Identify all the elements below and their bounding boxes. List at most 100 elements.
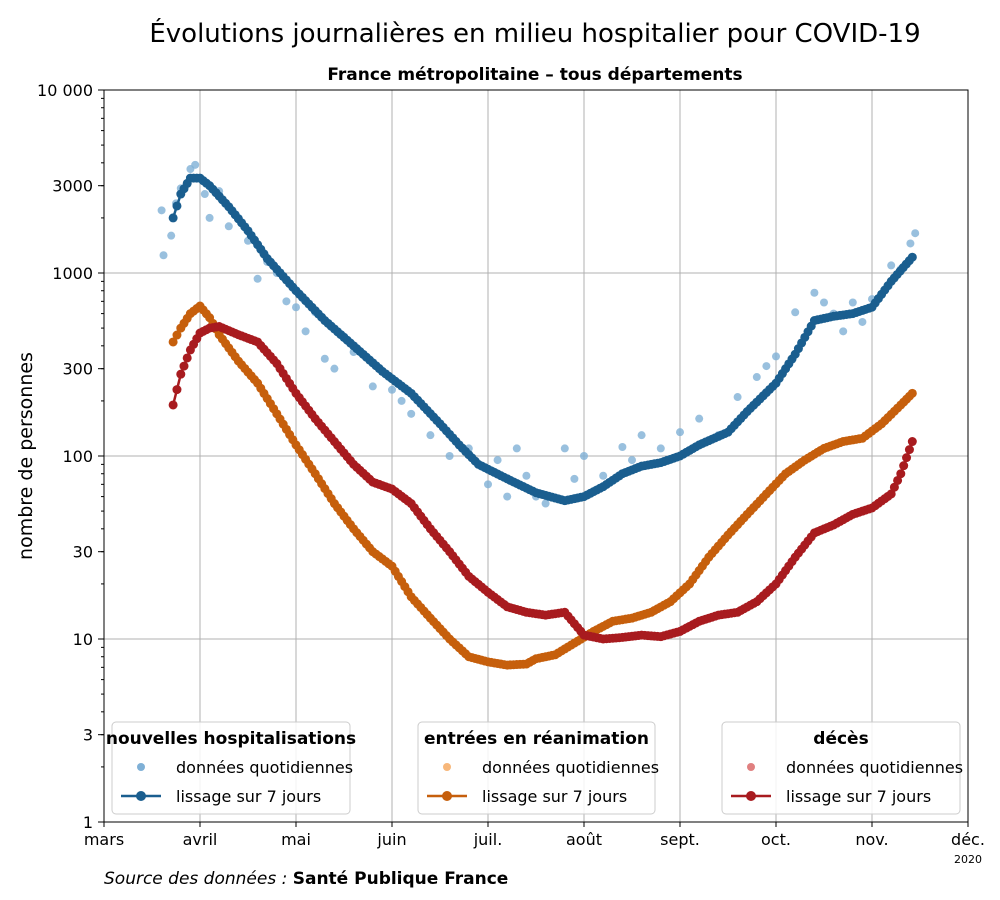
daily-dot [541,499,550,508]
legend-box [721,721,961,815]
daily-dot [157,206,166,215]
daily-dot [426,431,435,440]
x-tick-label: mai [281,830,311,849]
y-axis-label: nombre de personnes [15,352,37,560]
daily-dot [656,444,665,453]
smooth-marker [172,385,182,395]
legend-box [111,721,351,815]
legend-layer: nouvelles hospitalisations données quotid… [106,721,963,815]
smooth-marker [168,213,178,223]
daily-dot [810,288,819,297]
smooth-marker [896,469,906,479]
legend-box [417,721,656,815]
smooth-marker [907,437,917,447]
daily-dot [484,480,492,489]
legend-daily-label: données quotidiennes [176,758,353,777]
x-tick-label: avril [183,830,218,849]
y-tick-label: 1000 [52,264,93,283]
source-prefix: Source des données : [104,869,293,889]
daily-dot [906,239,915,248]
x-tick-label: juin [376,830,406,849]
daily-dot [493,456,502,465]
smooth-marker [168,337,178,347]
daily-dot [599,471,608,480]
axis-layer: mars avril mai juin juil. août sept. oct. nov. dé… [37,81,985,866]
daily-dot [580,452,588,460]
daily-dot [628,456,636,465]
source-note: Source des données : Santé Publique Fran… [104,869,508,889]
daily-dot [618,442,627,451]
daily-dot [839,327,848,336]
x-tick-label: juil. [473,830,503,849]
daily-dot [159,251,168,260]
y-tick-label: 3000 [52,177,93,196]
smooth-marker [176,369,186,379]
legend-smooth-label: lissage sur 7 jours [176,787,321,806]
daily-dot [205,213,214,222]
legend-daily-label: données quotidiennes [786,758,963,777]
daily-dot [752,373,761,382]
legend-title: nouvelles hospitalisations [106,729,356,749]
daily-dot [397,396,406,405]
daily-dot [772,352,780,361]
smooth-marker [172,201,182,211]
legend-dot-symbol [747,763,755,771]
chart-subtitle: France métropolitaine – tous département… [327,65,742,85]
smooth-marker [179,361,189,371]
daily-dot [676,428,684,437]
daily-dot [522,471,531,480]
daily-dot [368,382,377,391]
chart-title: Évolutions journalières en milieu hospit… [149,17,920,49]
daily-dots-layer [157,160,920,508]
legend-line-marker [746,791,756,801]
legend-title: entrées en réanimation [424,729,649,749]
x-year-label: 2020 [954,853,982,866]
smooth-marker [899,461,909,471]
legend-daily-label: données quotidiennes [482,758,659,777]
daily-dot [733,393,742,402]
y-tick-label: 100 [62,447,93,466]
daily-dot [388,385,396,394]
y-tick-label: 10 000 [37,81,93,100]
daily-dot [858,317,867,326]
x-tick-label: oct. [761,830,791,849]
daily-dot [695,414,704,423]
legend-dot-symbol [443,763,451,771]
smooth-marker [886,489,896,499]
y-tick-label: 1 [83,813,93,832]
daily-dot [282,297,291,306]
x-tick-label: mars [84,830,124,849]
smooth-marker [889,482,899,492]
daily-dot [570,474,579,483]
smooth-marker [904,445,914,455]
x-tick-label: août [566,830,602,849]
legend-dot-symbol [137,763,145,771]
smooth-marker [907,388,917,398]
daily-dot [167,231,176,240]
daily-dot [407,409,416,418]
smooth-marker [902,453,912,463]
daily-dot [911,229,920,238]
daily-dot [191,160,200,169]
source-name: Santé Publique France [293,869,509,889]
daily-dot [330,364,339,373]
y-tick-label: 300 [62,360,93,379]
y-tick-label: 3 [83,726,93,745]
daily-dot [292,303,300,312]
x-tick-label: nov. [855,830,888,849]
x-tick-label: déc. [951,830,985,849]
legend-title: décès [813,729,868,749]
smooth-marker [907,252,917,262]
smooth-marker [172,330,182,340]
smooth-marker [182,353,192,363]
daily-dot [301,327,310,336]
daily-dot [637,431,646,440]
legend-smooth-label: lissage sur 7 jours [786,787,931,806]
daily-dot [503,492,512,501]
legend-line-marker [136,791,146,801]
daily-dot [820,298,828,307]
daily-dot [791,308,800,317]
daily-dot [320,354,329,363]
y-tick-label: 10 [73,630,93,649]
daily-dot [512,444,521,453]
